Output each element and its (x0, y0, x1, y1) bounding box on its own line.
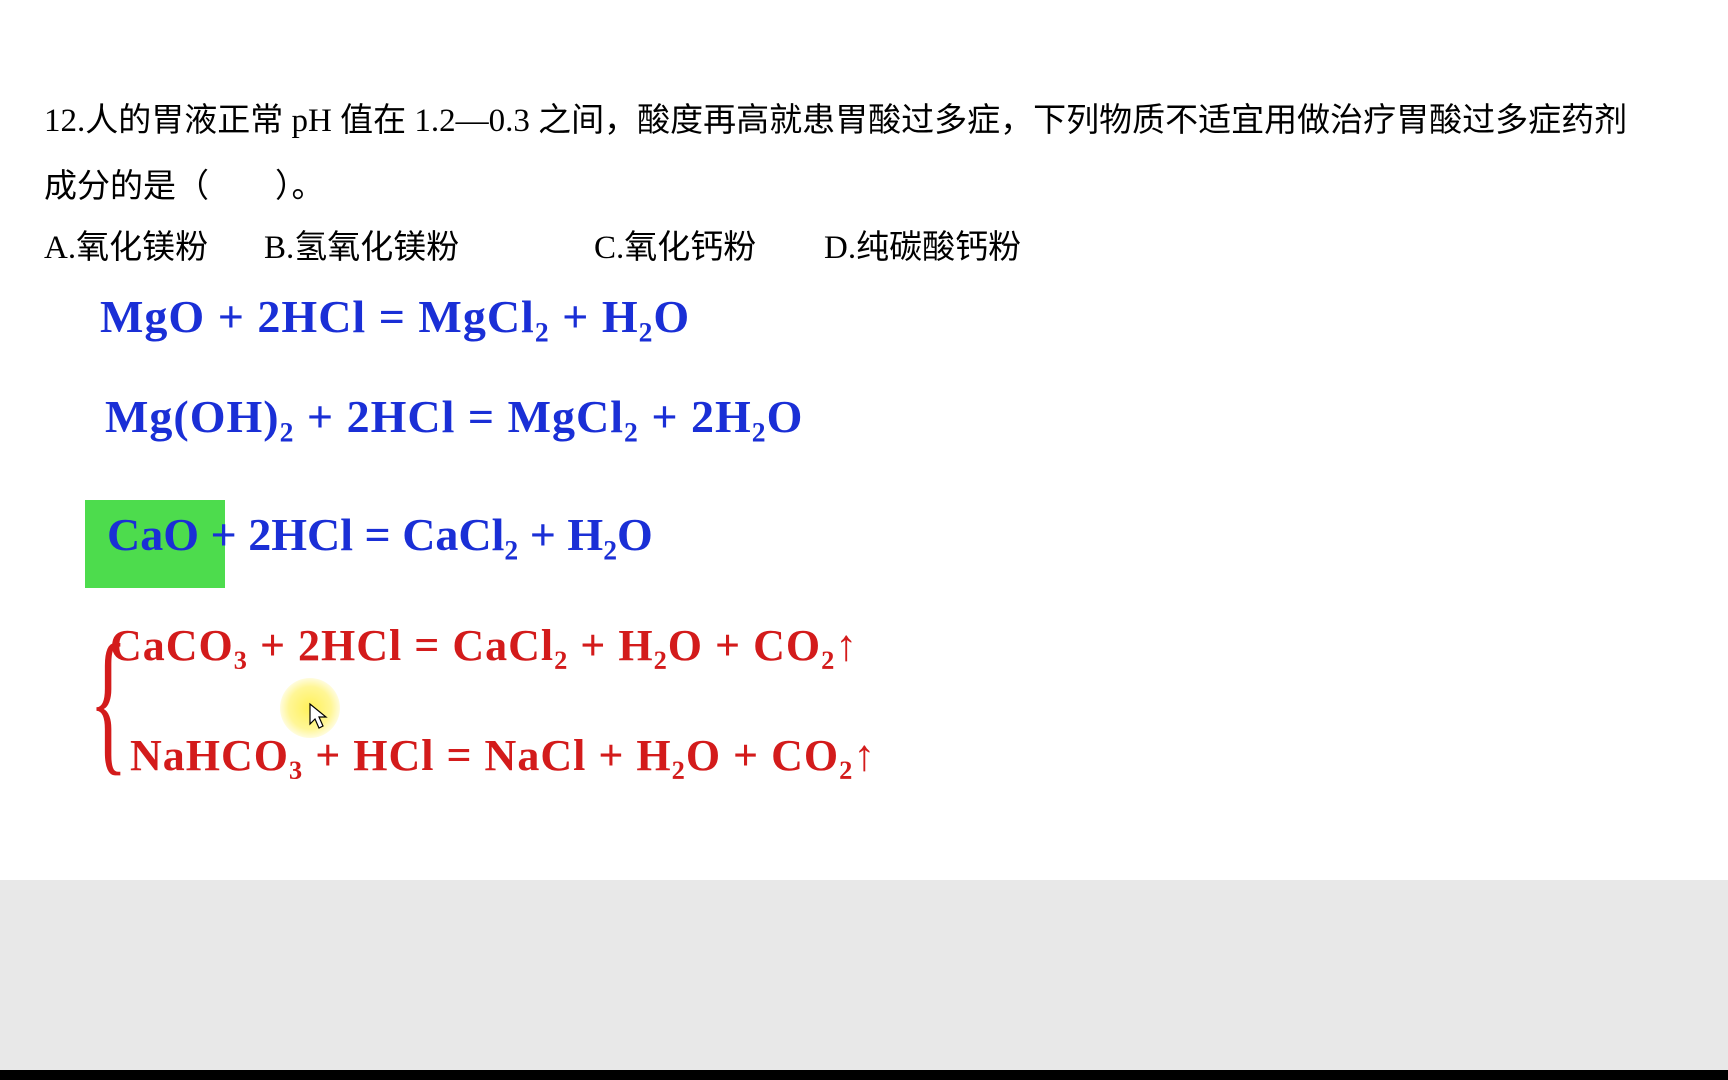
option-a: A.氧化镁粉 (44, 220, 264, 268)
option-b: B.氢氧化镁粉 (264, 220, 594, 268)
option-d: D.纯碳酸钙粉 (824, 220, 1124, 268)
question-text-block: 12.人的胃液正常 pH 值在 1.2—0.3 之间，酸度再高就患胃酸过多症，下… (44, 88, 1684, 220)
option-c: C.氧化钙粉 (594, 220, 824, 268)
bottom-edge-line (0, 1070, 1728, 1080)
equation-1-mgo: MgO + 2HCl = MgCl₂ + H₂O (100, 290, 690, 343)
cursor-highlight-icon (280, 678, 340, 738)
question-line-2: 成分的是（ ）。 (44, 169, 325, 205)
equation-3-wrap: CaO + 2HCl = CaCl₂ + H₂O (85, 500, 985, 590)
equation-2-mgoh2: Mg(OH)₂ + 2HCl = MgCl₂ + 2H₂O (105, 390, 803, 443)
question-number: 12. (44, 103, 85, 139)
equation-5-nahco3: NaHCO₃ + HCl = NaCl + H₂O + CO₂↑ (130, 730, 876, 781)
cursor-arrow-icon (308, 702, 330, 730)
options-row: A.氧化镁粉 B.氢氧化镁粉 C.氧化钙粉 D.纯碳酸钙粉 (44, 220, 1684, 268)
bottom-background-band (0, 880, 1728, 1070)
equation-4-caco3: CaCO₃ + 2HCl = CaCl₂ + H₂O + CO₂↑ (110, 620, 858, 671)
equation-3-cao: CaO + 2HCl = CaCl₂ + H₂O (107, 508, 653, 561)
question-line-1: 人的胃液正常 pH 值在 1.2—0.3 之间，酸度再高就患胃酸过多症，下列物质… (85, 103, 1627, 139)
